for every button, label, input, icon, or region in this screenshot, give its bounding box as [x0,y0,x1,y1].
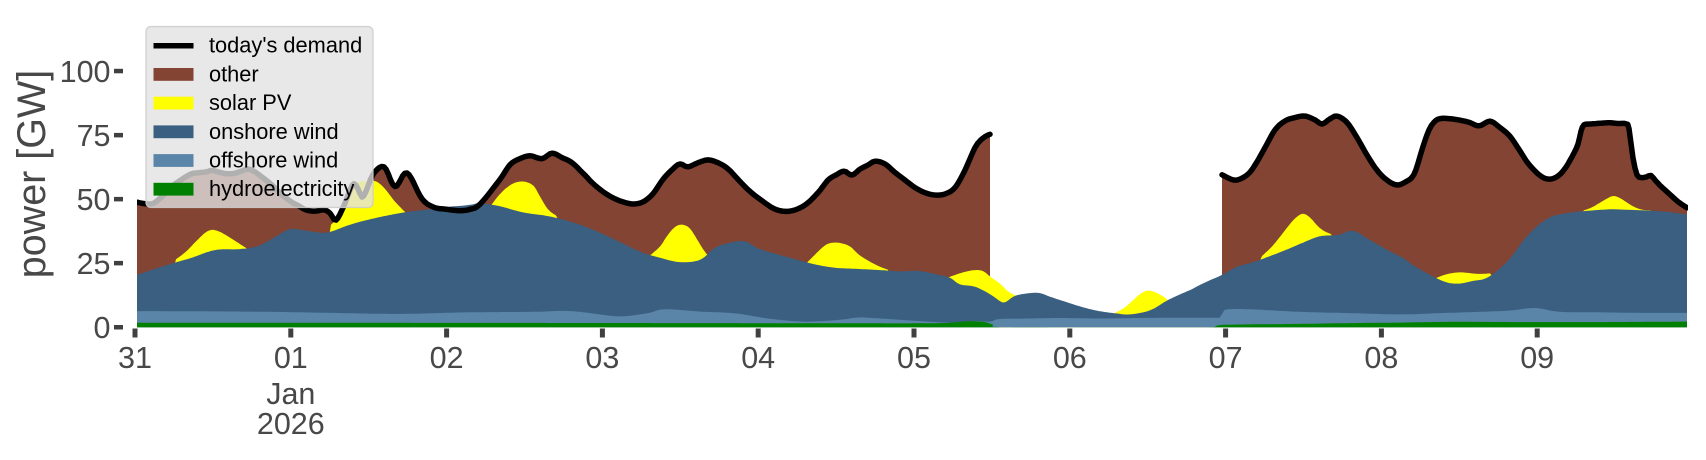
svg-text:Jan: Jan [266,377,315,411]
svg-text:50: 50 [77,183,111,217]
svg-text:02: 02 [430,341,464,375]
svg-text:2026: 2026 [257,407,325,441]
svg-text:75: 75 [77,119,111,153]
svg-text:03: 03 [585,341,619,375]
svg-text:100: 100 [60,55,111,89]
svg-text:06: 06 [1053,341,1087,375]
svg-text:05: 05 [897,341,931,375]
svg-text:04: 04 [741,341,775,375]
svg-text:31: 31 [118,341,152,375]
svg-text:25: 25 [77,247,111,281]
svg-text:solar PV: solar PV [209,90,292,115]
svg-text:0: 0 [94,311,111,345]
svg-text:onshore wind: onshore wind [209,119,339,144]
svg-text:07: 07 [1209,341,1243,375]
svg-text:offshore wind: offshore wind [209,148,338,173]
svg-text:other: other [209,61,259,86]
svg-text:08: 08 [1364,341,1398,375]
svg-text:hydroelectricity: hydroelectricity [209,176,354,201]
svg-text:09: 09 [1520,341,1554,375]
svg-text:today's demand: today's demand [209,33,362,58]
svg-text:power [GW]: power [GW] [10,70,54,279]
svg-text:01: 01 [274,341,308,375]
